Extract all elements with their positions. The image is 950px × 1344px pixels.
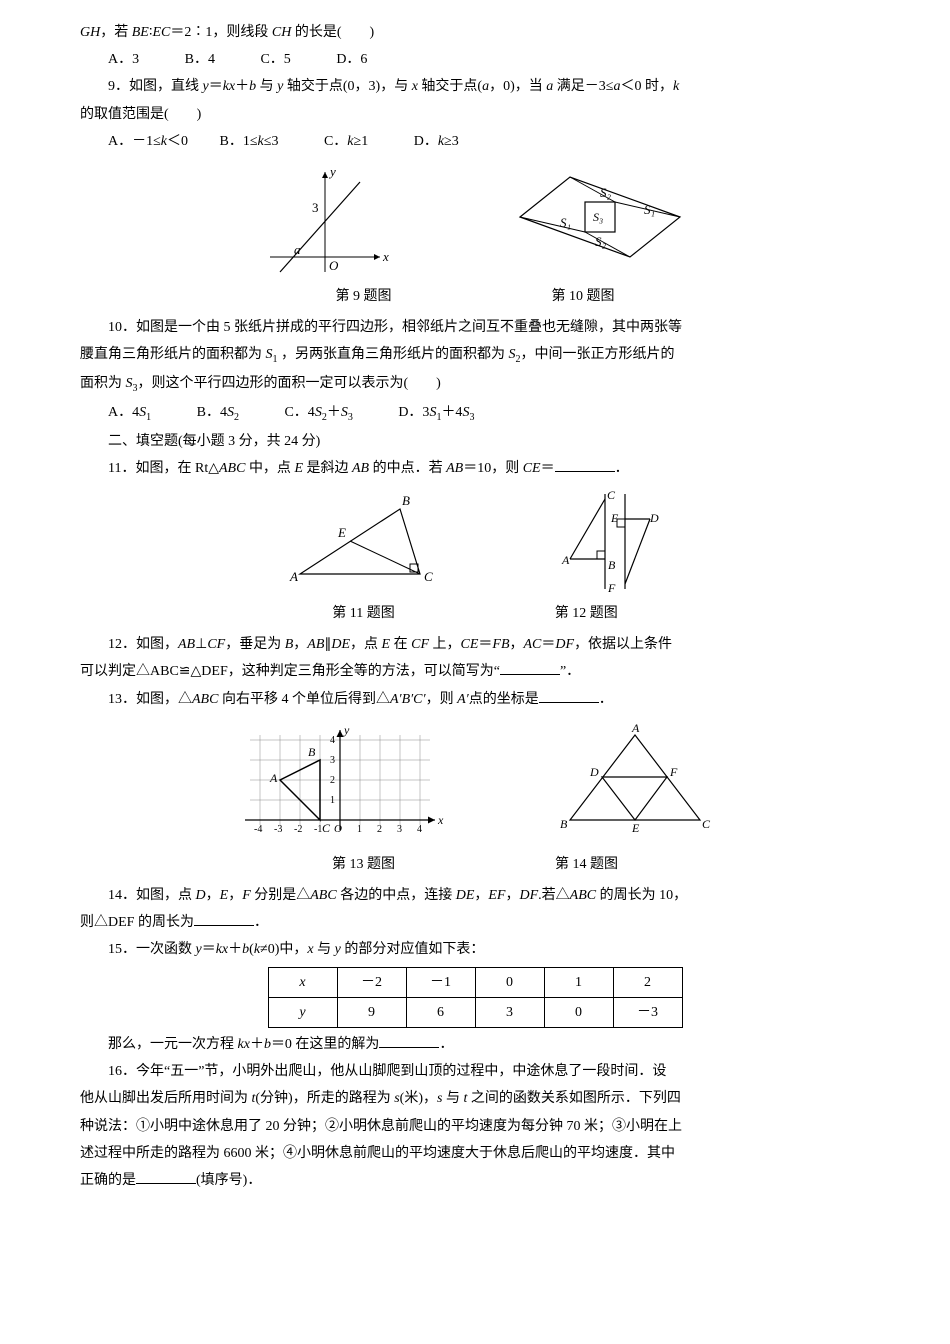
svg-text:B: B bbox=[560, 817, 568, 831]
q15-blank[interactable] bbox=[379, 1033, 439, 1048]
q12-fig-caption: 第 12 题图 bbox=[555, 601, 618, 626]
q16-l1: 16．今年“五一”节，小明外出爬山，他从山脚爬到山顶的过程中，中途休息了一段时间… bbox=[80, 1059, 870, 1084]
svg-text:F: F bbox=[669, 765, 678, 779]
svg-text:-2: -2 bbox=[294, 824, 302, 835]
q15-table: x －2 －1 0 1 2 y 9 6 3 0 －3 bbox=[268, 967, 683, 1028]
q14-fig-caption: 第 14 题图 bbox=[555, 852, 618, 877]
q11-stem: 11．如图，在 Rt△ABC 中，点 E 是斜边 AB 的中点．若 AB＝10，… bbox=[80, 456, 870, 481]
q13-blank[interactable] bbox=[539, 688, 599, 703]
svg-text:F: F bbox=[607, 581, 616, 595]
svg-text:O: O bbox=[334, 823, 342, 835]
q8-optD: D．6 bbox=[336, 52, 367, 67]
q8-optC: C．5 bbox=[260, 52, 290, 67]
svg-text:2: 2 bbox=[377, 824, 382, 835]
table-row: x －2 －1 0 1 2 bbox=[268, 967, 682, 997]
svg-text:S₃: S₃ bbox=[593, 210, 603, 224]
svg-text:4: 4 bbox=[417, 824, 422, 835]
q10-figure: S₁ S₁ S₂ S₂ S₃ bbox=[500, 162, 700, 272]
svg-text:-4: -4 bbox=[254, 824, 262, 835]
svg-text:x: x bbox=[437, 813, 444, 827]
svg-text:3: 3 bbox=[397, 824, 402, 835]
svg-text:C: C bbox=[607, 489, 616, 502]
q9-figure: x y 3 a O bbox=[250, 162, 400, 282]
svg-text:-1: -1 bbox=[314, 824, 322, 835]
q10-stem3: 面积为 S3，则这个平行四边形的面积一定可以表示为( ) bbox=[80, 371, 870, 398]
q15-stem: 15．一次函数 y＝kx＋b(k≠0)中，x 与 y 的部分对应值如下表： bbox=[80, 937, 870, 962]
svg-text:y: y bbox=[328, 164, 336, 179]
q12-stem1: 12．如图，AB⊥CF，垂足为 B，AB∥DE，点 E 在 CF 上，CE＝FB… bbox=[80, 632, 870, 657]
svg-text:D: D bbox=[589, 765, 599, 779]
svg-text:3: 3 bbox=[312, 200, 319, 215]
q12-figure: C E D A B F bbox=[550, 489, 670, 599]
q10-fig-caption: 第 10 题图 bbox=[552, 284, 615, 309]
svg-text:4: 4 bbox=[330, 735, 335, 746]
q16-l2: 他从山脚出发后所用时间为 t(分钟)，所走的路程为 s(米)，s 与 t 之间的… bbox=[80, 1086, 870, 1111]
q9-stem2: 的取值范围是( ) bbox=[80, 102, 870, 127]
q14-stem2: 则△DEF 的周长为． bbox=[80, 910, 870, 935]
svg-text:1: 1 bbox=[357, 824, 362, 835]
q9-options: A．－1≤k＜0 B．1≤k≤3 C．k≥1 D．k≥3 bbox=[80, 129, 870, 154]
q11-figure: A B C E bbox=[280, 489, 450, 589]
q15-tail: 那么，一元一次方程 kx＋b＝0 在这里的解为． bbox=[80, 1032, 870, 1057]
svg-text:C: C bbox=[702, 817, 711, 831]
q14-figure: A B C D F E bbox=[550, 720, 720, 840]
q13-stem: 13．如图，△ABC 向右平移 4 个单位后得到△A′B′C′，则 A′点的坐标… bbox=[80, 687, 870, 712]
q8-tail-line1: GH，若 BE∶EC＝2∶1，则线段 CH 的长是( ) bbox=[80, 20, 870, 45]
svg-text:E: E bbox=[610, 511, 619, 525]
svg-text:B: B bbox=[308, 745, 316, 759]
q11-fig-caption: 第 11 题图 bbox=[332, 601, 394, 626]
svg-text:C: C bbox=[424, 569, 433, 584]
q14-stem1: 14．如图，点 D，E，F 分别是△ABC 各边的中点，连接 DE，EF，DF.… bbox=[80, 883, 870, 908]
svg-text:A: A bbox=[561, 553, 570, 567]
svg-text:3: 3 bbox=[330, 755, 335, 766]
svg-text:2: 2 bbox=[330, 775, 335, 786]
svg-text:-3: -3 bbox=[274, 824, 282, 835]
q8-optA: A．3 bbox=[108, 52, 139, 67]
section-2-heading: 二、填空题(每小题 3 分，共 24 分) bbox=[80, 429, 870, 454]
q14-blank[interactable] bbox=[194, 911, 254, 926]
svg-text:O: O bbox=[329, 258, 339, 273]
q16-blank[interactable] bbox=[136, 1169, 196, 1184]
q12-stem2: 可以判定△ABC≌△DEF，这种判定三角形全等的方法，可以简写为“”． bbox=[80, 659, 870, 684]
q10-stem2: 腰直角三角形纸片的面积都为 S1 ，另两张直角三角形纸片的面积都为 S2，中间一… bbox=[80, 342, 870, 369]
svg-text:S₂: S₂ bbox=[595, 234, 607, 249]
svg-text:a: a bbox=[294, 242, 301, 257]
q16-l5: 正确的是(填序号)． bbox=[80, 1168, 870, 1193]
q12-blank[interactable] bbox=[500, 660, 560, 675]
svg-text:S₂: S₂ bbox=[600, 185, 612, 200]
svg-text:A: A bbox=[269, 771, 278, 785]
q13-figure: A B C -4 -3 -2 -1 O 1 2 3 4 1 2 3 4 x y bbox=[230, 720, 450, 850]
svg-text:x: x bbox=[382, 249, 389, 264]
svg-text:A: A bbox=[631, 721, 640, 735]
svg-text:y: y bbox=[343, 723, 350, 737]
svg-text:B: B bbox=[608, 558, 616, 572]
svg-text:E: E bbox=[337, 525, 346, 540]
svg-text:C: C bbox=[322, 821, 331, 835]
q8-options: A．3 B．4 C．5 D．6 bbox=[80, 47, 870, 72]
q13-fig-caption: 第 13 题图 bbox=[332, 852, 395, 877]
q9-stem: 9．如图，直线 y＝kx＋b 与 y 轴交于点(0，3)，与 x 轴交于点(a，… bbox=[80, 74, 870, 99]
q11-blank[interactable] bbox=[555, 457, 615, 472]
q16-l4: 述过程中所走的路程为 6600 米；④小明休息前爬山的平均速度大于休息后爬山的平… bbox=[80, 1141, 870, 1166]
svg-text:S₁: S₁ bbox=[560, 215, 571, 230]
q9-fig-caption: 第 9 题图 bbox=[336, 284, 392, 309]
svg-text:E: E bbox=[631, 821, 640, 835]
svg-text:D: D bbox=[649, 511, 659, 525]
svg-text:A: A bbox=[289, 569, 298, 584]
q10-options: A．4S1 B．4S2 C．4S2＋S3 D．3S1＋4S3 bbox=[80, 400, 870, 427]
svg-text:1: 1 bbox=[330, 795, 335, 806]
svg-text:B: B bbox=[402, 493, 410, 508]
q8-optB: B．4 bbox=[185, 52, 215, 67]
svg-text:S₁: S₁ bbox=[644, 202, 655, 217]
q10-stem1: 10．如图是一个由 5 张纸片拼成的平行四边形，相邻纸片之间互不重叠也无缝隙，其… bbox=[80, 315, 870, 340]
q16-l3: 种说法：①小明中途休息用了 20 分钟；②小明休息前爬山的平均速度为每分钟 70… bbox=[80, 1114, 870, 1139]
table-row: y 9 6 3 0 －3 bbox=[268, 997, 682, 1027]
